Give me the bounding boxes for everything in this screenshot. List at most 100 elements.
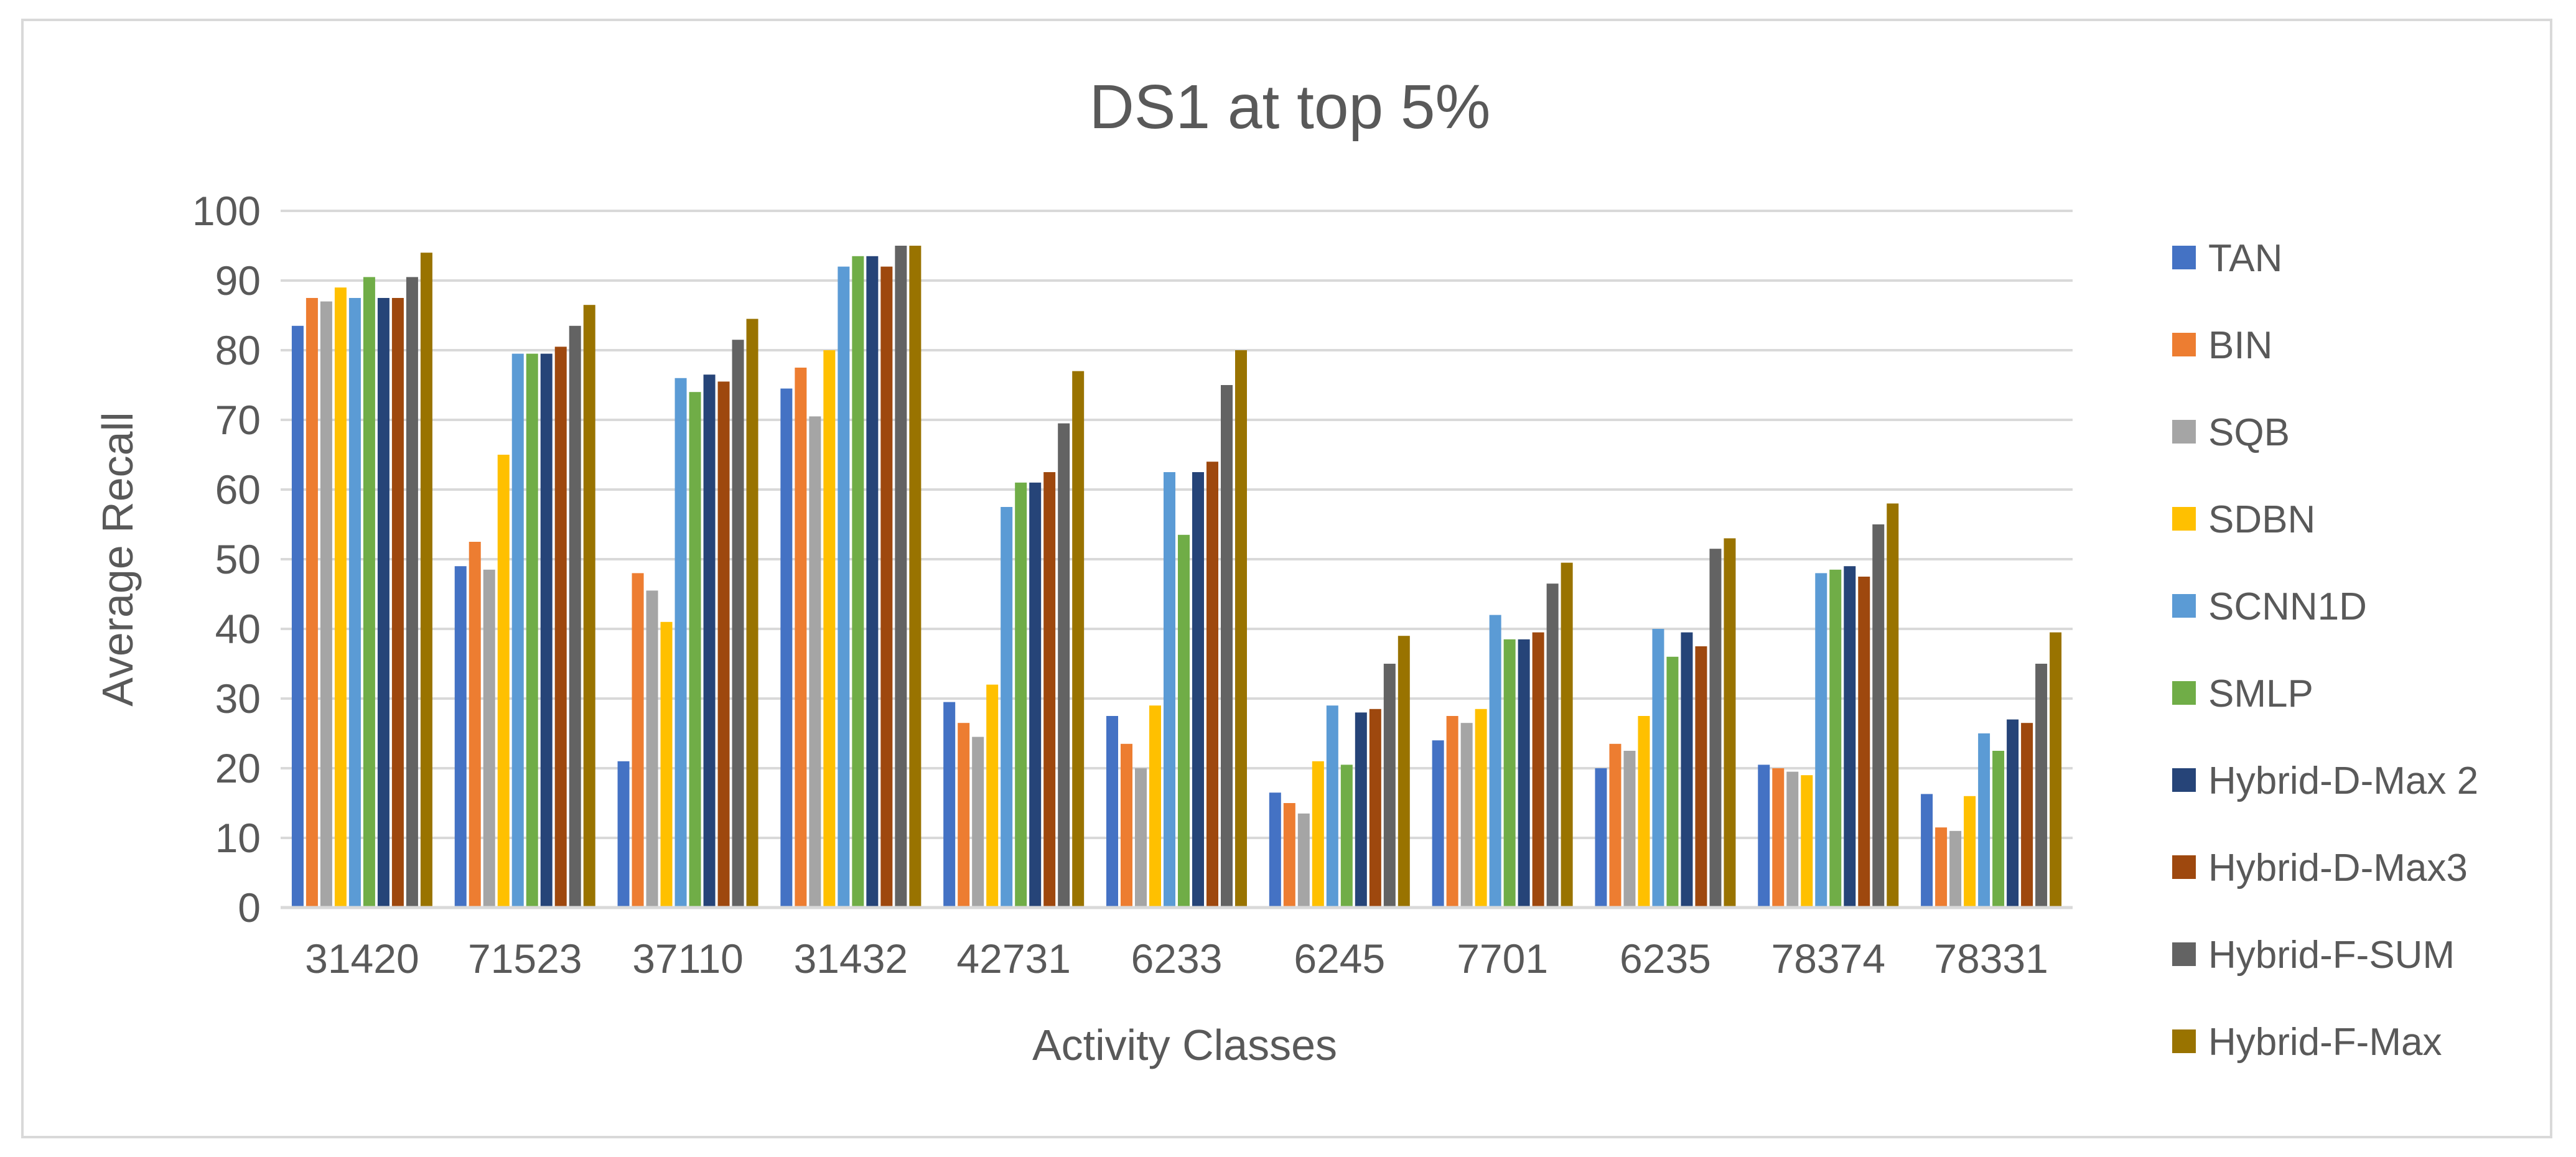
bar [1815, 573, 1827, 908]
bar [1829, 569, 1842, 908]
y-tick-label: 60 [215, 467, 261, 513]
legend-label: Hybrid-D-Max3 [2208, 847, 2468, 890]
bar [377, 298, 390, 908]
bar [1015, 482, 1027, 908]
bar [895, 246, 907, 908]
y-axis-ticks: 0 10 20 30 40 50 60 70 80 90 100 [192, 188, 261, 931]
bar [943, 702, 956, 908]
bar [1772, 768, 1785, 908]
x-tick-label: 31420 [305, 936, 419, 982]
bar [526, 353, 538, 908]
bar [617, 761, 630, 908]
x-tick-label: 42731 [956, 936, 1071, 982]
legend-label: SQB [2208, 411, 2290, 454]
bar [1695, 646, 1707, 908]
bar [554, 346, 567, 908]
x-axis-label: Activity Classes [1032, 1021, 1337, 1069]
bar [809, 416, 821, 908]
bar [1503, 639, 1516, 908]
bar [1340, 764, 1353, 908]
bar [1638, 716, 1650, 908]
bar [1475, 709, 1487, 908]
bar [2007, 719, 2019, 908]
bar [306, 298, 318, 908]
legend-swatch [2172, 507, 2196, 531]
chart-frame: DS1 at top 5% 0 10 20 30 40 50 60 70 80 90 100 314… [21, 19, 2552, 1138]
legend-label: SDBN [2208, 498, 2315, 541]
legend-label: Hybrid-D-Max 2 [2208, 760, 2478, 802]
bar [1029, 482, 1042, 908]
bar [1518, 639, 1530, 908]
bar [2035, 664, 2048, 908]
x-tick-label: 78331 [1934, 936, 2048, 982]
bar [1072, 371, 1085, 908]
bar [1269, 792, 1281, 908]
legend-swatch [2172, 246, 2196, 269]
bar [1786, 771, 1799, 908]
legend: TAN BIN SQB SDBN SCNN1D SMLP Hybrid-D-Max 2 Hyb… [2172, 237, 2478, 1064]
bar [583, 305, 595, 908]
x-tick-label: 7701 [1457, 936, 1548, 982]
bar [1666, 656, 1679, 908]
bar [320, 301, 332, 908]
bar [1844, 566, 1856, 908]
legend-swatch [2172, 420, 2196, 444]
bar [511, 353, 524, 908]
bar [866, 256, 879, 908]
bar [1460, 723, 1473, 908]
bar [909, 246, 922, 908]
bar [1992, 751, 2005, 908]
bar [660, 621, 673, 908]
bar [469, 542, 481, 908]
bar [972, 736, 984, 908]
legend-label: SCNN1D [2208, 585, 2367, 628]
bar [1283, 803, 1295, 908]
bar [1206, 462, 1218, 908]
bar [1297, 813, 1310, 908]
y-tick-label: 40 [215, 606, 261, 652]
bar [838, 266, 850, 908]
bar [1561, 562, 1573, 908]
bar [732, 340, 744, 908]
y-tick-label: 100 [192, 188, 261, 234]
bar [958, 723, 970, 908]
bar [454, 566, 467, 908]
bar [780, 388, 793, 908]
bar [1221, 385, 1233, 908]
bar [1921, 794, 1933, 908]
bar [746, 318, 758, 908]
bar [1489, 615, 1501, 908]
bar [674, 378, 687, 908]
bar [420, 253, 432, 908]
y-tick-label: 20 [215, 745, 261, 791]
bar [1235, 350, 1247, 908]
bar [1058, 423, 1070, 908]
bar [1178, 534, 1190, 908]
bar [1312, 761, 1324, 908]
bar [1801, 775, 1813, 908]
bar [1935, 827, 1948, 908]
legend-swatch [2172, 768, 2196, 792]
bar [1121, 743, 1132, 908]
bar [1043, 472, 1056, 908]
bar [1106, 716, 1118, 908]
bar [632, 573, 644, 908]
x-tick-label: 78374 [1771, 936, 1886, 982]
bar [1532, 632, 1544, 908]
bar [1724, 538, 1736, 908]
bar [569, 325, 581, 908]
y-axis-label: Average Recall [93, 412, 142, 706]
legend-swatch [2172, 333, 2196, 356]
bar [348, 298, 361, 908]
bar [334, 287, 347, 908]
y-tick-label: 70 [215, 397, 261, 443]
y-tick-label: 50 [215, 536, 261, 582]
bar-chart: DS1 at top 5% 0 10 20 30 40 50 60 70 80 90 100 314… [93, 72, 2478, 1069]
bar [497, 455, 510, 908]
bar [1595, 768, 1607, 908]
legend-label: TAN [2208, 237, 2282, 280]
x-tick-label: 71523 [468, 936, 582, 982]
x-tick-label: 31432 [794, 936, 908, 982]
bar [1355, 712, 1367, 908]
bar [986, 684, 999, 908]
